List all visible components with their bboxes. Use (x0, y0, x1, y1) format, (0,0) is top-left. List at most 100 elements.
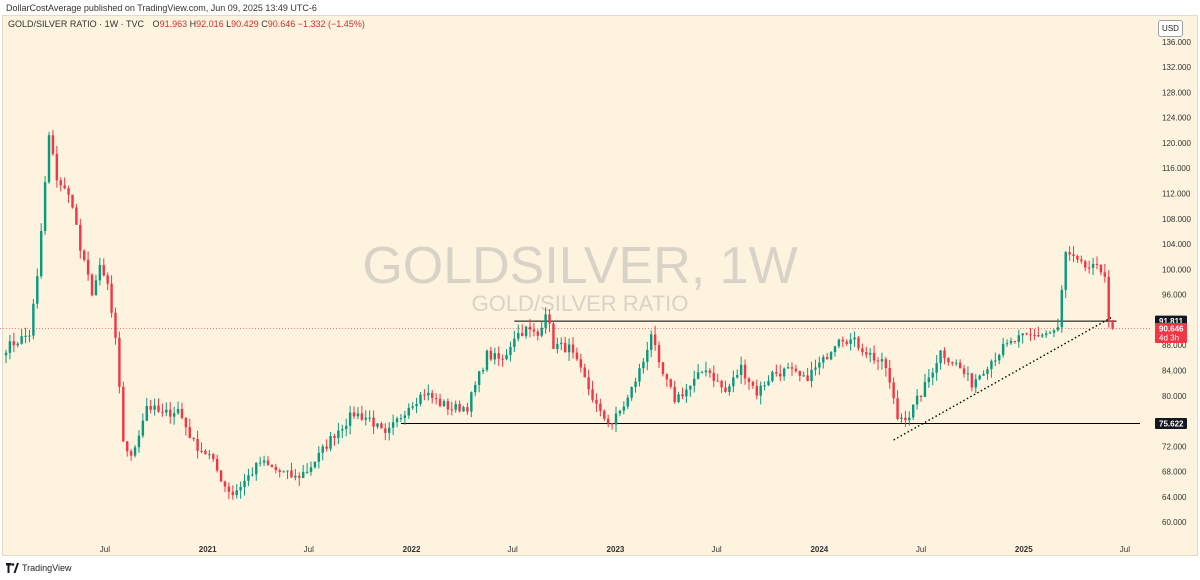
candle-body (301, 472, 305, 478)
candle-body (822, 356, 825, 363)
candle-body (407, 407, 410, 416)
candle-body (251, 474, 254, 476)
candle-body (90, 274, 94, 296)
legend-close: 90.646 (267, 19, 296, 29)
candle-body (696, 372, 700, 379)
time-axis[interactable]: Jul 2021 Jul 2022 Jul 2023 Jul 2024 Jul 2025 Jul (100, 545, 1130, 554)
candle-body (79, 224, 82, 251)
candle-body (59, 180, 62, 186)
candle-body (649, 334, 653, 350)
candle-body (743, 364, 747, 379)
candle-body (1068, 252, 1071, 255)
candle-body (184, 417, 188, 428)
candle-body (165, 409, 168, 413)
y-tick-label: 124.000 (1162, 114, 1191, 123)
candle-body (1072, 254, 1075, 256)
x-tick-label: 2023 (607, 545, 625, 554)
support-price-label: 75.622 (1159, 419, 1184, 428)
candle-body (333, 436, 336, 438)
x-tick-label: Jul (508, 545, 518, 554)
legend-open-label: O (152, 19, 160, 29)
candle-body (337, 430, 340, 438)
candle-body (360, 413, 364, 420)
candle-body (567, 344, 571, 353)
candle-body (501, 358, 504, 360)
candle-body (524, 326, 528, 337)
candle-body (1064, 252, 1067, 290)
candle-body (20, 336, 23, 344)
y-tick-label: 68.000 (1162, 468, 1187, 477)
candle-body (106, 275, 109, 284)
candle-body (868, 352, 872, 355)
candle-body (309, 467, 313, 472)
candle-body (497, 353, 500, 359)
currency-button[interactable]: USD (1158, 20, 1183, 37)
y-tick-label: 100.000 (1162, 265, 1191, 274)
candle-body (653, 334, 657, 346)
candle-body (810, 369, 813, 381)
candle-body (509, 346, 512, 355)
candle-body (137, 435, 141, 448)
candle-body (153, 405, 156, 410)
candle-body (1029, 334, 1032, 336)
candle-body (474, 384, 477, 393)
candle-body (1103, 272, 1107, 277)
candle-body (931, 372, 934, 378)
candle-body (829, 352, 833, 360)
y-tick-label: 60.000 (1162, 518, 1187, 527)
candle-body (857, 337, 860, 349)
x-tick-label: 2021 (199, 545, 217, 554)
candle-body (278, 470, 281, 472)
candle-body (141, 420, 145, 436)
candle-body (364, 417, 367, 420)
price-axis[interactable]: 136.000 132.000 128.000 124.000 120.000 116.0… (1162, 38, 1191, 527)
candle-body (28, 335, 31, 337)
candle-body (1048, 332, 1052, 334)
candle-body (528, 326, 532, 330)
candle-body (427, 392, 430, 396)
candle-body (298, 475, 301, 478)
candle-body (1099, 264, 1103, 273)
candle-body (763, 385, 766, 387)
candle-body (215, 458, 219, 471)
legend-symbol: GOLD/SILVER RATIO · 1W · TVC (8, 19, 145, 29)
candles (4, 130, 1114, 500)
candle-body (446, 401, 450, 410)
x-tick-label: Jul (711, 545, 721, 554)
candle-body (513, 338, 516, 347)
candle-body (411, 406, 414, 408)
candle-body (454, 403, 457, 410)
candle-body (419, 394, 422, 404)
candle-body (861, 348, 864, 353)
candle-body (434, 398, 438, 400)
candle-body (579, 359, 583, 368)
candle-body (110, 283, 113, 313)
candle-body (974, 379, 977, 388)
footer: TradingView (6, 563, 72, 573)
candle-body (329, 436, 332, 449)
candle-body (176, 409, 180, 414)
candle-body (935, 363, 938, 373)
candle-body (872, 352, 876, 361)
y-tick-label: 96.000 (1162, 291, 1187, 300)
candle-body (520, 332, 524, 337)
candle-body (982, 373, 985, 376)
candle-body (43, 182, 47, 231)
candle-body (1095, 263, 1099, 265)
candle-body (517, 332, 520, 339)
candle-body (587, 377, 590, 390)
candle-body (388, 427, 391, 433)
x-tick-label: 2024 (810, 545, 828, 554)
chart-pane[interactable] (2, 15, 1198, 556)
candle-body (255, 462, 258, 475)
candle-body (978, 375, 981, 380)
candle-body (892, 382, 895, 399)
watermark: GOLDSILVER, 1W GOLD/SILVER RATIO (362, 237, 797, 316)
candle-body (681, 394, 684, 397)
candle-body (317, 452, 321, 462)
candle-body (865, 352, 868, 355)
current-price-label: 90.646 (1159, 324, 1184, 333)
y-tick-label: 136.000 (1162, 38, 1191, 47)
candle-body (1005, 343, 1009, 345)
candle-body (32, 303, 35, 336)
